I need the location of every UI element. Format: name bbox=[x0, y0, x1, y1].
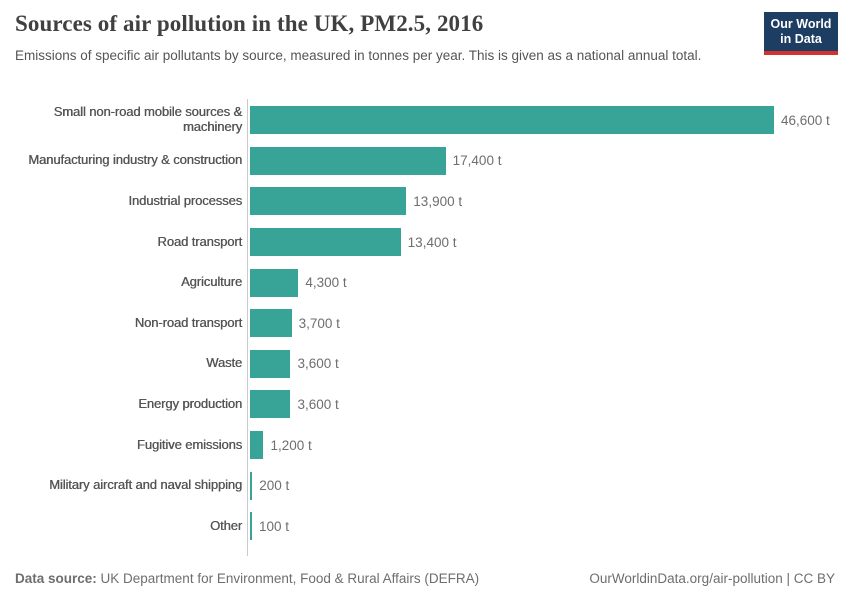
bar-row: Industrial processes 13,900 t bbox=[10, 181, 840, 222]
owid-logo-line1: Our World bbox=[770, 17, 832, 31]
bar-value-label: 17,400 t bbox=[452, 153, 502, 169]
bar-value-label: 3,600 t bbox=[297, 356, 339, 372]
bar[interactable] bbox=[250, 471, 253, 500]
bar[interactable] bbox=[250, 390, 291, 419]
bar[interactable] bbox=[250, 228, 401, 257]
footer-attribution[interactable]: OurWorldinData.org/air-pollution | CC BY bbox=[589, 571, 835, 586]
header: Sources of air pollution in the UK, PM2.… bbox=[15, 11, 760, 66]
bar[interactable] bbox=[250, 187, 407, 216]
bar[interactable] bbox=[250, 349, 291, 378]
bar-value-label: 3,600 t bbox=[297, 396, 339, 412]
owid-logo-line2: in Data bbox=[780, 32, 822, 46]
chart-title: Sources of air pollution in the UK, PM2.… bbox=[15, 11, 484, 36]
bar-category-label: Military aircraft and naval shipping bbox=[49, 477, 242, 493]
chart-subtitle: Emissions of specific air pollutants by … bbox=[15, 48, 702, 63]
bar-value-label: 13,900 t bbox=[413, 193, 463, 209]
y-axis-line bbox=[247, 99, 248, 556]
footer: Data source: UK Department for Environme… bbox=[15, 571, 835, 586]
bar[interactable] bbox=[250, 431, 264, 460]
bar-value-label: 4,300 t bbox=[305, 275, 347, 291]
bar-value-label: 46,600 t bbox=[781, 112, 830, 128]
bar[interactable] bbox=[250, 512, 252, 541]
data-source-text: UK Department for Environment, Food & Ru… bbox=[96, 571, 480, 586]
bar-value-label: 100 t bbox=[259, 518, 290, 534]
bar-row: Small non-road mobile sources & machiner… bbox=[10, 100, 840, 141]
bar-category-label: Non-road transport bbox=[134, 314, 242, 330]
bar-category-label: Energy production bbox=[138, 395, 242, 411]
bar-category-label: Fugitive emissions bbox=[136, 436, 242, 452]
bar-row: Road transport 13,400 t bbox=[10, 222, 840, 263]
bar-row: Non-road transport 3,700 t bbox=[10, 303, 840, 344]
bar[interactable] bbox=[250, 309, 292, 338]
footer-data-source: Data source: UK Department for Environme… bbox=[15, 571, 479, 586]
data-source-label: Data source: bbox=[15, 571, 97, 586]
owid-logo[interactable]: Our World in Data bbox=[764, 12, 838, 55]
bar-category-label: Waste bbox=[206, 355, 242, 371]
bar-row: Other 100 t bbox=[10, 506, 840, 547]
bar-category-label: Other bbox=[209, 517, 242, 533]
bar-value-label: 1,200 t bbox=[270, 437, 312, 453]
bar-row: Manufacturing industry & construction 17,… bbox=[10, 141, 840, 182]
bar[interactable] bbox=[250, 268, 299, 297]
bar-row: Fugitive emissions 1,200 t bbox=[10, 425, 840, 466]
bar-category-label: Agriculture bbox=[180, 274, 242, 290]
bar-category-label: Road transport bbox=[157, 233, 242, 249]
bar-rows: Small non-road mobile sources & machiner… bbox=[10, 100, 840, 547]
bar[interactable] bbox=[250, 146, 446, 175]
bar-chart: Small non-road mobile sources & machiner… bbox=[10, 99, 840, 557]
bar-category-label: Manufacturing industry & construction bbox=[28, 152, 242, 168]
bar-row: Waste 3,600 t bbox=[10, 344, 840, 385]
bar[interactable] bbox=[250, 106, 774, 135]
bar-value-label: 200 t bbox=[259, 478, 290, 494]
bar-value-label: 3,700 t bbox=[298, 315, 340, 331]
bar-row: Agriculture 4,300 t bbox=[10, 262, 840, 303]
bar-value-label: 13,400 t bbox=[407, 234, 457, 250]
bar-row: Energy production 3,600 t bbox=[10, 384, 840, 425]
bar-category-label: Small non-road mobile sources & machiner… bbox=[53, 104, 242, 135]
bar-row: Military aircraft and naval shipping 200 … bbox=[10, 465, 840, 506]
bar-category-label: Industrial processes bbox=[128, 193, 242, 209]
